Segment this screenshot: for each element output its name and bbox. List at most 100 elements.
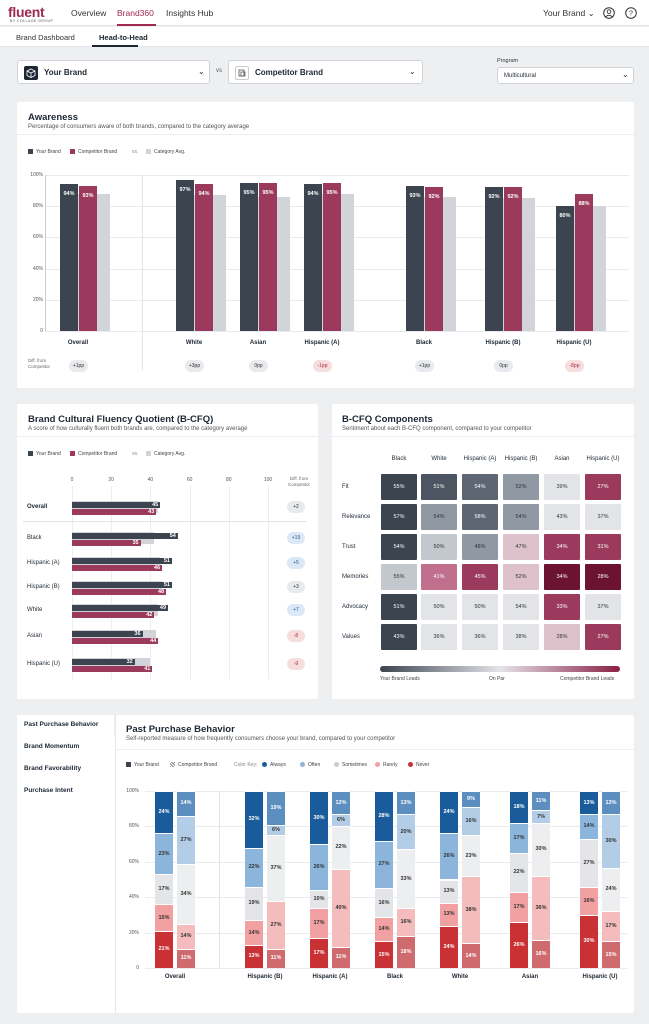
competitor-select[interactable]: Competitor Brand ⌄ [228,60,423,84]
segment-label: 16% [535,950,547,957]
segment-label: 23% [158,850,170,857]
bar-competitor [79,185,97,331]
nav-overview[interactable]: Overview [71,8,107,18]
bar-competitor [425,187,443,331]
bar-competitor [72,540,141,546]
segment-label: 13% [400,799,412,806]
bar-competitor-segment [267,948,285,968]
bar-competitor-segment [532,810,550,823]
sidebar-item-brand-favorability[interactable]: Brand Favorability [24,765,82,772]
segment-label: 13% [443,888,455,894]
sidebar-active-bg [17,715,115,735]
diff-pill: +7 [287,604,305,616]
segment-label: 15% [605,951,617,958]
heatmap-row-label: Relevance [342,514,371,520]
bar-label-your-brand: 93% [409,192,421,199]
bar-your-brand [72,659,135,665]
bar-competitor-segment [462,943,480,968]
legend-sometimes: Sometimes [334,762,367,768]
bar-competitor-segment [462,806,480,836]
x-tick-label: Overall [67,340,89,346]
diff-pill: -8pp [565,360,584,372]
gridline [45,175,629,176]
segment-label: 32% [248,816,260,823]
user-icon[interactable] [603,7,615,19]
heatmap-col-header: Hispanic (A) [463,456,497,462]
segment-label: 27% [583,859,595,866]
components-title: B-CFQ Components [342,414,433,425]
divider [17,436,318,437]
row-label: Black [27,535,42,541]
segment-label: 24% [158,809,170,816]
bar-competitor [72,638,159,644]
ppb-subtitle: Self-reported measure of how frequently … [126,736,396,742]
sidebar-item-brand-momentum[interactable]: Brand Momentum [24,743,80,750]
segment-label: 30% [313,814,325,821]
sidebar-item-purchase-intent[interactable]: Purchase Intent [24,787,73,794]
bar-label-your-brand: 51 [163,558,170,564]
bar-competitor-segment [177,948,195,968]
bar-your-brand-segment [245,944,263,968]
competitor-logo-icon [235,66,249,80]
bar-competitor-segment [332,868,350,947]
heatmap-cell: 36% [421,624,457,650]
diff-pill: 0pp [494,360,513,372]
components-card: B-CFQ Components Sentiment about each B-… [332,404,634,699]
bar-competitor-segment [397,907,415,937]
segment-label: 16% [465,818,477,825]
x-tick-label: Overall [164,974,186,980]
segment-label: 13% [248,953,260,960]
sidebar-item-past-purchase[interactable]: Past Purchase Behavior [24,721,99,728]
competitor-select-value: Competitor Brand [255,68,323,77]
segment-label: 26% [443,853,455,860]
diff-pill: +2 [287,501,305,513]
tab-head-to-head[interactable]: Head-to-Head [99,33,148,42]
program-select[interactable]: Multicultural ⌄ [497,67,634,84]
segment-label: 6% [337,817,345,824]
diff-pill: +3pp [185,360,204,372]
awareness-chart: 0 20% 40% 60% 80% 100% 94% 93% Overall +1pp 97% 94%… [17,102,634,388]
y-tick-label: 40% [128,894,139,901]
bar-competitor-segment [397,936,415,968]
bar-competitor [504,187,522,331]
segment-label: 9% [467,795,475,802]
bar-your-brand [240,182,258,331]
heatmap-row-label: Advocacy [342,604,369,610]
heatmap-cell: 57% [381,504,417,530]
legend-category: Category Avg. [146,149,185,155]
bar-label-your-brand: 94% [63,191,75,198]
legend-color-key: Color Key: [234,762,258,768]
gridline [45,331,629,332]
bar-your-brand-segment [580,914,598,968]
heatmap-cell: 55% [381,564,417,590]
nav-insights-hub[interactable]: Insights Hub [166,8,214,18]
segment-label: 34% [180,890,192,897]
tab-brand-dashboard[interactable]: Brand Dashboard [16,33,75,42]
heatmap-cell: 34% [544,534,580,560]
chevron-down-icon: ⌄ [409,67,416,76]
heatmap-cell: 28% [585,564,621,590]
x-tick-label: Hispanic (A) [312,974,348,980]
bar-competitor [259,182,277,331]
bar-your-brand-segment [375,791,393,841]
user-brand-menu[interactable]: Your Brand ⌄ [543,8,595,18]
help-icon[interactable]: ? [625,7,637,19]
bar-competitor-segment [267,900,285,949]
heatmap-col-header: Black [391,456,407,462]
heatmap-cell: 41% [421,564,457,590]
heatmap-cell: 52% [503,564,539,590]
fluent-logo[interactable]: fluent BY COLLAGE GROUP [8,4,54,23]
chevron-down-icon: ⌄ [587,8,595,18]
segment-label: 15% [158,914,170,921]
bar-label-your-brand: 97% [179,186,191,193]
heatmap-row-label: Fit [342,484,349,490]
bar-label-competitor: 42 [146,612,153,618]
bar-competitor-segment [532,939,550,968]
bar-your-brand-segment [375,941,393,968]
diff-pill: -1pp [313,360,332,372]
bar-label-your-brand: 95% [243,189,255,196]
nav-brand360[interactable]: Brand360 [117,8,154,18]
brand-select[interactable]: Your Brand ⌄ [17,60,210,84]
heatmap-cell: 54% [381,534,417,560]
legend-always: Always [262,762,286,768]
